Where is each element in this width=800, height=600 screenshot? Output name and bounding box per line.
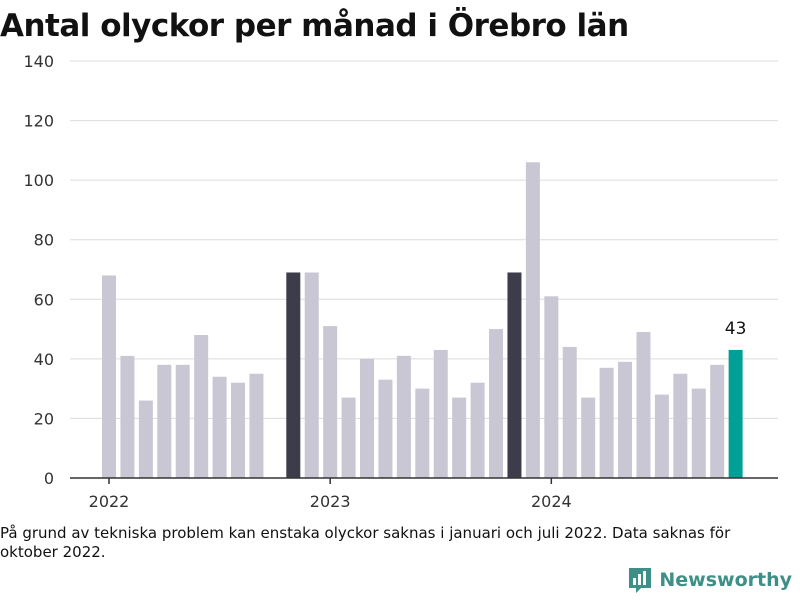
- bar-2023-03: [360, 358, 375, 478]
- bar-2022-01: [102, 275, 116, 478]
- bar-2022-11: [286, 272, 301, 478]
- bar-2024-09: [691, 388, 706, 478]
- bar-2023-02: [341, 397, 356, 478]
- bar-2022-08: [231, 382, 246, 478]
- y-tick-label: 60: [34, 290, 54, 309]
- bar-2024-08: [673, 373, 688, 478]
- bar-2024-11: [728, 349, 743, 478]
- brand-name: Newsworthy: [659, 569, 792, 591]
- chart-title: Antal olyckor per månad i Örebro län: [0, 8, 629, 44]
- bar-2022-05: [175, 364, 190, 478]
- y-axis-ticks: 0 20 40 60 80 100 120 140: [23, 52, 54, 488]
- bar-2023-07: [433, 349, 448, 478]
- bar-2022-03: [138, 400, 153, 478]
- bar-2022-02: [120, 355, 135, 478]
- y-tick-label: 40: [34, 350, 54, 369]
- bar-2022-09: [249, 373, 264, 478]
- bar-2024-10: [710, 364, 725, 478]
- bar-2023-04: [378, 379, 393, 478]
- bar-2023-08: [452, 397, 467, 478]
- y-tick-label: 0: [44, 469, 54, 488]
- annotations: 43: [725, 319, 747, 339]
- x-axis: 2022 2023 2024: [70, 477, 778, 511]
- bar-2024-01: [544, 296, 559, 478]
- bar-2022-12: [304, 272, 319, 478]
- bar-2024-03: [581, 397, 596, 478]
- bar-2023-10: [489, 329, 504, 478]
- x-tick-label: 2024: [531, 492, 572, 511]
- bar-2023-05: [396, 355, 411, 478]
- bar-2024-07: [654, 394, 669, 478]
- bar-chart: 0 20 40 60 80 100 120 140 2022 2023 2024 43: [23, 52, 778, 511]
- y-tick-label: 80: [34, 231, 54, 250]
- bar-2024-04: [599, 367, 614, 478]
- bar-2024-05: [618, 361, 633, 478]
- brand-logo: Newsworthy: [627, 566, 792, 594]
- bar-chart-logo-icon: [629, 568, 652, 593]
- bar-2023-06: [415, 388, 430, 478]
- bar-2024-02: [562, 346, 577, 478]
- bar-2022-07: [212, 376, 227, 478]
- bar-2023-09: [470, 382, 485, 478]
- bar-2024-06: [636, 332, 651, 478]
- bars: [102, 162, 743, 478]
- y-tick-label: 140: [23, 52, 54, 71]
- bar-2023-11: [507, 272, 522, 478]
- y-tick-label: 100: [23, 171, 54, 190]
- latest-value-label: 43: [725, 319, 747, 339]
- y-tick-label: 120: [23, 112, 54, 131]
- x-tick-label: 2022: [89, 492, 130, 511]
- x-tick-label: 2023: [310, 492, 351, 511]
- y-tick-label: 20: [34, 409, 54, 428]
- bar-2022-06: [194, 335, 209, 478]
- bar-2022-04: [157, 364, 172, 478]
- bar-2023-01: [323, 326, 338, 478]
- bar-2023-12: [525, 162, 540, 478]
- footnote: På grund av tekniska problem kan enstaka…: [0, 524, 731, 561]
